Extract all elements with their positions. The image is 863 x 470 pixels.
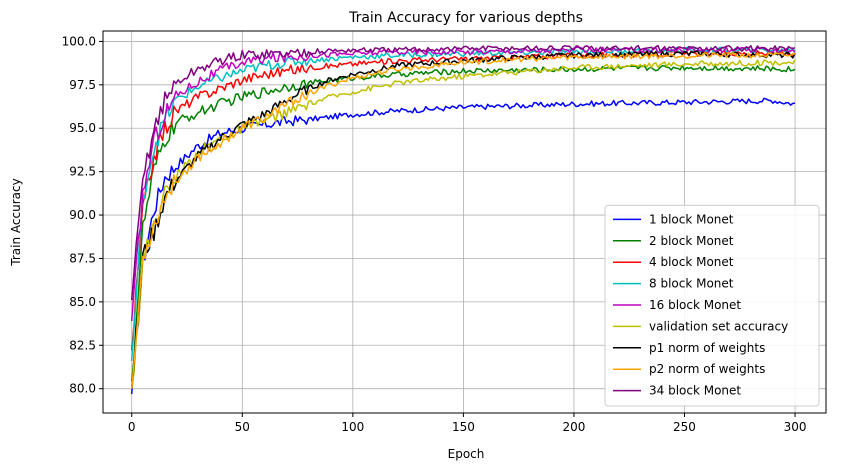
x-tick-label: 50 xyxy=(235,420,250,434)
legend-label: 4 block Monet xyxy=(649,255,734,269)
legend-label: 8 block Monet xyxy=(649,277,734,291)
legend-label: 16 block Monet xyxy=(649,298,741,312)
y-tick-label: 90.0 xyxy=(69,208,96,222)
legend: 1 block Monet 2 block Monet 4 block Monet 8… xyxy=(604,204,820,407)
legend-label: 1 block Monet xyxy=(649,212,734,226)
legend-label: 34 block Monet xyxy=(649,384,741,398)
legend-label: p2 norm of weights xyxy=(649,362,765,376)
y-tick-label: 97.5 xyxy=(69,78,96,92)
y-tick-label: 82.5 xyxy=(69,338,96,352)
y-tick-label: 80.0 xyxy=(69,382,96,396)
x-axis-title: Epoch xyxy=(448,447,485,461)
y-tick-label: 85.0 xyxy=(69,295,96,309)
y-tick-label: 95.0 xyxy=(69,121,96,135)
x-tick-label: 300 xyxy=(784,420,807,434)
legend-label: validation set accuracy xyxy=(649,319,788,333)
chart-title: Train Accuracy for various depths xyxy=(348,10,583,26)
y-axis-title: Train Accuracy xyxy=(9,178,23,266)
y-tick-label: 92.5 xyxy=(69,165,96,179)
series-line xyxy=(130,97,796,394)
legend-label: p1 norm of weights xyxy=(649,341,765,355)
series-line xyxy=(130,51,796,389)
x-tick-label: 200 xyxy=(562,420,585,434)
x-tick-label: 250 xyxy=(673,420,696,434)
x-tick-label: 150 xyxy=(452,420,475,434)
legend-label: 2 block Monet xyxy=(649,234,734,248)
legend-box xyxy=(604,204,820,407)
y-tick-label: 100.0 xyxy=(62,34,96,48)
series-line xyxy=(130,64,796,382)
plot-area xyxy=(130,44,796,394)
series-line xyxy=(130,50,796,388)
axes-frame xyxy=(102,30,827,414)
axis-ticks: 0 50 100 150 200 250 300 80.0 82.5 85.0 87.5 90.0 92… xyxy=(62,34,807,434)
y-tick-label: 87.5 xyxy=(69,251,96,265)
x-tick-label: 0 xyxy=(128,420,136,434)
series-line xyxy=(130,44,796,301)
series-line xyxy=(130,59,796,389)
x-tick-label: 100 xyxy=(341,420,364,434)
